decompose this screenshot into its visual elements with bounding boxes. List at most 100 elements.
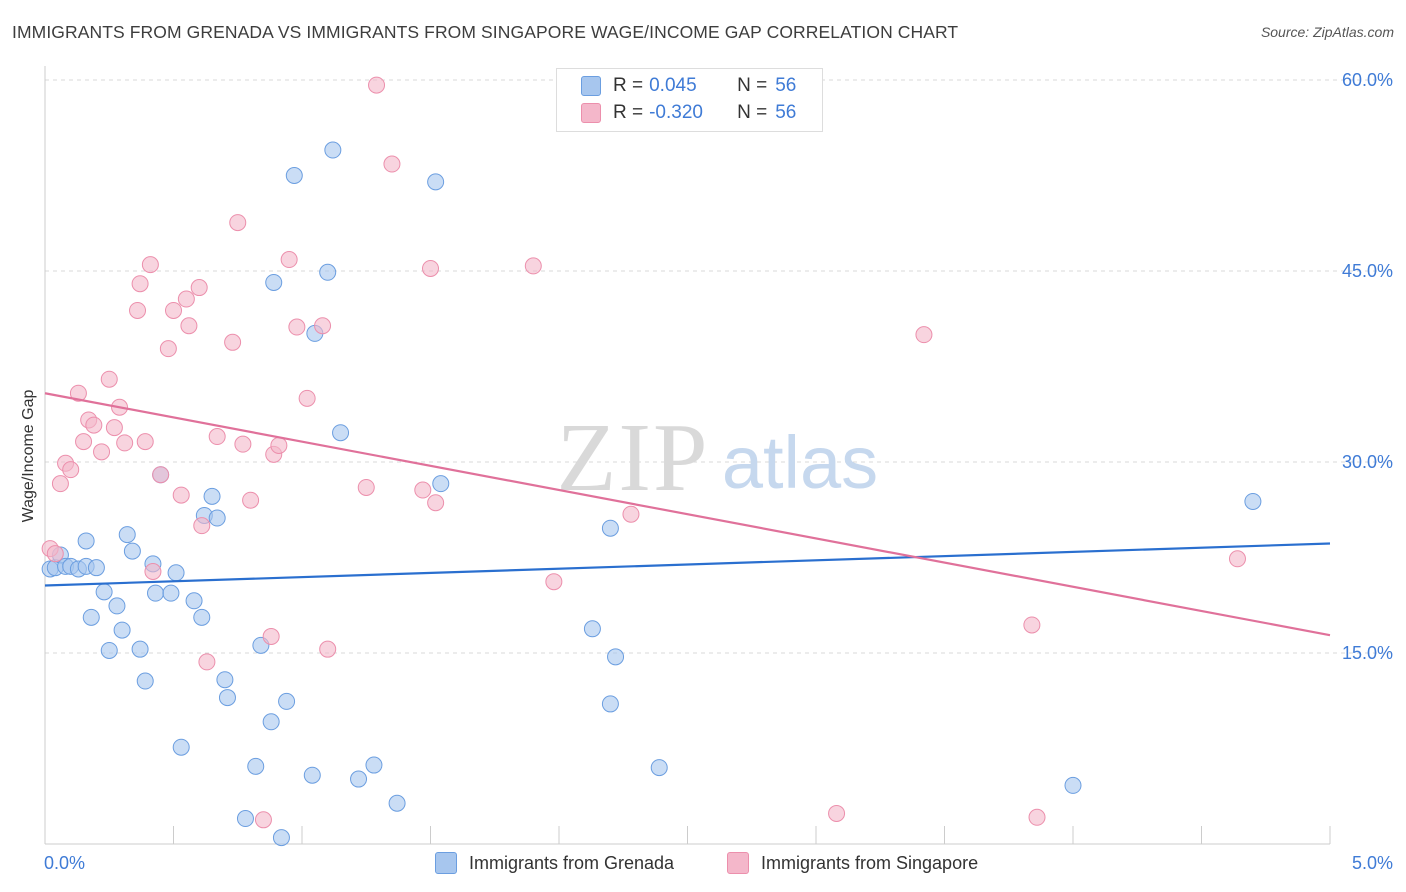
data-point [1023, 616, 1041, 634]
data-point [319, 263, 337, 281]
data-point [350, 770, 368, 788]
data-point [62, 461, 80, 479]
bottom-legend-label-singapore: Immigrants from Singapore [761, 852, 979, 873]
watermark-atlas: atlas [722, 421, 878, 504]
axes [44, 66, 1331, 845]
data-point [368, 76, 386, 94]
r-label: R = [613, 102, 644, 123]
data-point [100, 641, 118, 659]
data-point [524, 257, 542, 275]
data-point [198, 653, 216, 671]
data-point [141, 256, 159, 274]
data-point [247, 757, 265, 775]
data-point [108, 597, 126, 615]
data-point [82, 608, 100, 626]
data-point [172, 486, 190, 504]
data-point [208, 509, 226, 527]
data-point [193, 608, 211, 626]
data-point [69, 384, 87, 402]
data-point [422, 259, 439, 277]
source-label: Source: ZipAtlas.com [1260, 24, 1394, 40]
data-point [165, 301, 182, 319]
data-point [118, 526, 136, 544]
data-point [75, 433, 93, 451]
legend-row-singapore: R = -0.320 N = 56 [581, 101, 796, 125]
data-point [1228, 550, 1246, 568]
data-point [95, 583, 113, 601]
data-point [242, 491, 260, 509]
data-point [427, 173, 445, 191]
legend-row-grenada: R = 0.045 N = 56 [581, 74, 796, 98]
tick-labels: 15.0% 30.0% 45.0% 60.0% 0.0% 5.0% [44, 70, 1393, 873]
data-point [1244, 492, 1262, 510]
y-tick-label: 45.0% [1342, 261, 1393, 281]
data-point [298, 389, 316, 407]
data-point [136, 672, 154, 690]
data-point [915, 326, 933, 344]
data-point [177, 290, 195, 308]
bottom-legend-grenada: Immigrants from Grenada [435, 852, 674, 874]
data-point [319, 640, 337, 658]
data-point [545, 573, 563, 591]
watermark: ZIP atlas [557, 404, 879, 512]
x-tick-label: 5.0% [1352, 853, 1393, 873]
data-point [193, 517, 211, 535]
data-point [113, 621, 131, 639]
data-point [234, 435, 252, 453]
data-point [383, 155, 401, 173]
data-point [607, 648, 625, 666]
stats-legend: R = 0.045 N = 56 R = -0.320 N = 56 [556, 68, 823, 132]
bottom-legend-label-grenada: Immigrants from Grenada [469, 852, 675, 873]
data-point [262, 713, 280, 731]
trend-line-grenada [44, 542, 1331, 587]
data-point [87, 559, 105, 577]
data-point [190, 279, 208, 297]
data-point [93, 443, 111, 461]
r-label: R = [613, 75, 644, 96]
y-tick-label: 15.0% [1342, 643, 1393, 663]
chart-title: IMMIGRANTS FROM GRENADA VS IMMIGRANTS FR… [12, 22, 959, 42]
data-point [278, 692, 296, 710]
data-point [272, 829, 290, 847]
legend-swatch-grenada [581, 76, 601, 96]
data-point [1028, 808, 1046, 826]
data-point [203, 487, 221, 505]
data-point [100, 370, 118, 388]
data-point [136, 433, 154, 451]
data-point [116, 434, 134, 452]
data-point [332, 424, 350, 442]
data-point [123, 542, 141, 560]
bottom-legend-singapore: Immigrants from Singapore [727, 852, 978, 874]
data-point [285, 167, 303, 184]
watermark-zip: ZIP [557, 404, 710, 512]
data-point [224, 333, 242, 351]
data-point [388, 794, 406, 812]
data-point [162, 584, 180, 602]
data-point [185, 592, 203, 610]
n-value: 56 [775, 102, 797, 123]
data-point [131, 275, 149, 293]
data-point [262, 627, 280, 645]
data-point [147, 584, 165, 602]
data-point [46, 545, 64, 563]
r-value: -0.320 [649, 102, 703, 123]
data-point [601, 519, 619, 537]
data-point [622, 505, 640, 523]
trend-lines [44, 392, 1331, 637]
data-point [51, 475, 69, 493]
data-point [105, 419, 123, 437]
data-point [432, 475, 450, 493]
data-point [129, 301, 147, 319]
data-point [216, 671, 234, 689]
data-point [236, 810, 254, 828]
data-point [180, 317, 198, 335]
data-point [152, 466, 170, 484]
data-point [85, 416, 103, 434]
trend-line-singapore [44, 392, 1331, 637]
data-point [583, 620, 601, 638]
data-point [288, 318, 306, 336]
data-point [159, 340, 177, 358]
n-value: 56 [775, 75, 797, 96]
bottom-legend-swatch-grenada [435, 852, 457, 874]
data-point [172, 738, 190, 756]
